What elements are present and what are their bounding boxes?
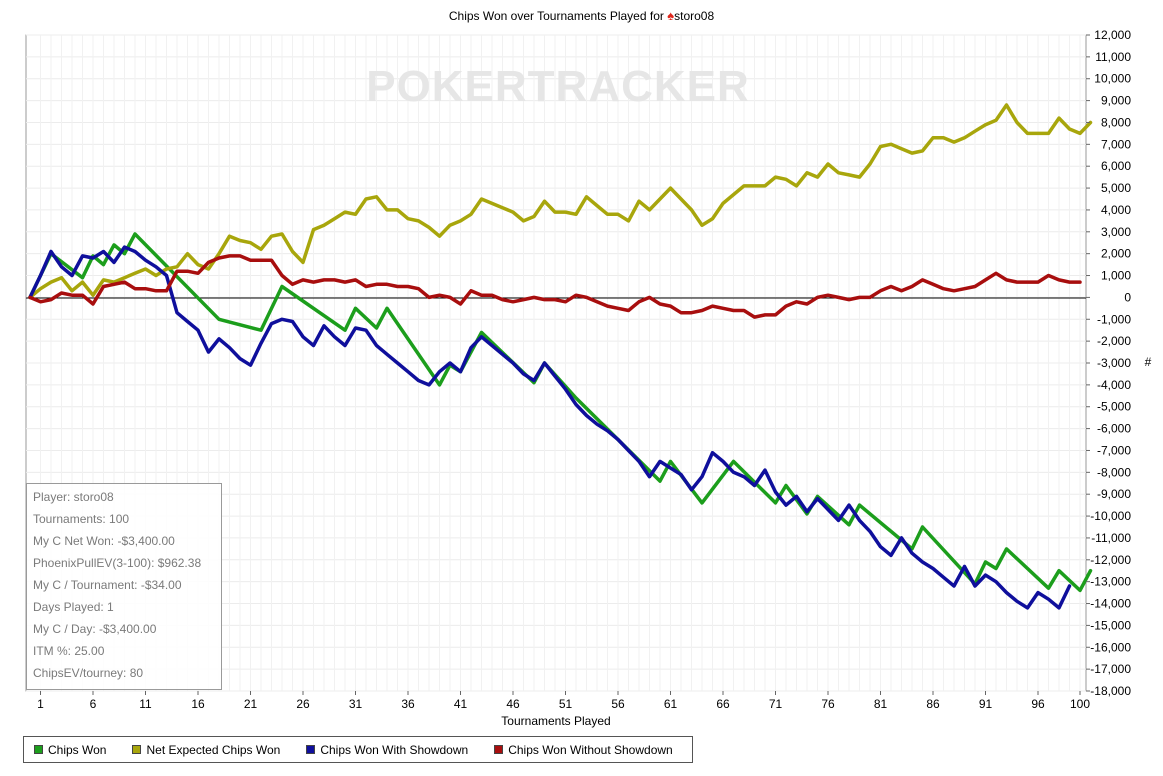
- y-tick-label: 10,000: [1094, 72, 1131, 86]
- y-tick-label: -3,000: [1097, 356, 1131, 370]
- y-tick-label: -2,000: [1097, 334, 1131, 348]
- y-tick-label: -7,000: [1097, 443, 1131, 457]
- series-line-net-expected-chips-won: [28, 103, 1093, 300]
- stats-row: PhoenixPullEV(3-100): $962.38: [33, 556, 202, 570]
- y-tick-label: -18,000: [1090, 684, 1131, 698]
- legend-label: Chips Won With Showdown: [320, 742, 469, 757]
- y-tick-label: -10,000: [1090, 509, 1131, 523]
- y-tick-label: 4,000: [1101, 203, 1131, 217]
- stats-row: ITM %: 25.00: [33, 644, 105, 658]
- x-tick-label: 16: [191, 697, 205, 711]
- y-tick-label: 7,000: [1101, 137, 1131, 151]
- y-tick-label: -4,000: [1097, 378, 1131, 392]
- x-tick-label: 86: [926, 697, 940, 711]
- y-tick-label: -12,000: [1090, 553, 1131, 567]
- y-tick-label: 9,000: [1101, 94, 1131, 108]
- y-tick-label: -11,000: [1091, 531, 1131, 545]
- y-tick-label: 1,000: [1101, 269, 1131, 283]
- y-tick-label: 8,000: [1101, 115, 1131, 129]
- x-tick-label: 1: [37, 697, 44, 711]
- watermark-logo: POKERTRACKER: [366, 62, 750, 111]
- legend-label: Net Expected Chips Won: [146, 742, 281, 757]
- player-stats-box: Player: storo08 Tournaments: 100 My C Net …: [26, 483, 222, 690]
- x-tick-label: 96: [1031, 697, 1045, 711]
- y-tick-label: -13,000: [1090, 575, 1131, 589]
- legend-swatch: [494, 745, 504, 754]
- y-tick-label: -5,000: [1097, 400, 1131, 414]
- stats-row: My C Net Won: -$3,400.00: [33, 534, 175, 548]
- legend-item[interactable]: Chips Won With Showdown: [306, 743, 468, 757]
- y-axis: 12,000 11,000 10,000 9,000 8,000 7,000 6,000 5,…: [1086, 28, 1131, 698]
- y-tick-label: -1,000: [1097, 312, 1131, 326]
- y-tick-label: -15,000: [1090, 618, 1131, 632]
- x-axis: 1 6 11 16 21 26 31 36 41 46 51 56 61 66 71 76 81 86 91 96 10…: [37, 691, 1090, 711]
- y-tick-label: 3,000: [1101, 225, 1131, 239]
- stats-row: Days Played: 1: [33, 600, 114, 614]
- series-lines: [28, 103, 1093, 610]
- x-tick-label: 46: [506, 697, 520, 711]
- x-tick-label: 36: [401, 697, 415, 711]
- series-line-chips-won-without-showdown: [28, 254, 1082, 319]
- y-tick-label: -6,000: [1097, 422, 1131, 436]
- chart-title-player: storo08: [674, 9, 715, 23]
- chart-legend: Chips Won Net Expected Chips Won Chips Won…: [23, 736, 693, 763]
- x-tick-label: 56: [611, 697, 625, 711]
- x-tick-label: 31: [349, 697, 363, 711]
- stats-row: My C / Day: -$3,400.00: [33, 622, 157, 636]
- legend-swatch: [34, 745, 43, 754]
- legend-item[interactable]: Chips Won Without Showdown: [494, 743, 673, 757]
- chart-title-text: Chips Won over Tournaments Played for: [448, 9, 664, 23]
- chart-title: Chips Won over Tournaments Played for ♠s…: [0, 8, 1163, 23]
- y-tick-label: -16,000: [1090, 640, 1131, 654]
- x-tick-label: 41: [454, 697, 468, 711]
- x-tick-label: 11: [139, 697, 152, 711]
- y-tick-label: 2,000: [1101, 247, 1131, 261]
- x-tick-label: 26: [296, 697, 310, 711]
- y-tick-label: 5,000: [1101, 181, 1131, 195]
- legend-item[interactable]: Chips Won: [34, 743, 106, 757]
- legend-label: Chips Won: [48, 742, 107, 757]
- y-tick-label: 12,000: [1094, 28, 1131, 42]
- y-tick-label: -17,000: [1090, 662, 1131, 676]
- series-line-chips-won-with-showdown: [28, 245, 1072, 610]
- y-tick-label: -9,000: [1097, 487, 1131, 501]
- x-tick-label: 51: [559, 697, 573, 711]
- y-axis-label: #: [1145, 355, 1152, 369]
- legend-swatch: [306, 745, 316, 754]
- y-tick-label: 6,000: [1101, 159, 1131, 173]
- x-tick-label: 81: [874, 697, 888, 711]
- legend-label: Chips Won Without Showdown: [508, 742, 673, 757]
- stats-row: ChipsEV/tourney: 80: [33, 666, 144, 680]
- x-tick-label: 100: [1070, 697, 1090, 711]
- legend-swatch: [132, 745, 142, 754]
- y-tick-label: -8,000: [1097, 465, 1131, 479]
- y-tick-label: 11,000: [1095, 50, 1131, 64]
- x-tick-label: 61: [664, 697, 678, 711]
- x-tick-label: 76: [821, 697, 835, 711]
- x-axis-label: Tournaments Played: [501, 714, 610, 728]
- x-tick-label: 21: [244, 697, 258, 711]
- x-tick-label: 6: [90, 697, 97, 711]
- spade-icon: ♠: [667, 8, 675, 23]
- stats-row: My C / Tournament: -$34.00: [33, 578, 182, 592]
- y-tick-label: 0: [1124, 290, 1131, 304]
- stats-row: Tournaments: 100: [33, 512, 130, 526]
- y-tick-label: -14,000: [1090, 597, 1131, 611]
- x-tick-label: 66: [716, 697, 730, 711]
- x-tick-label: 71: [769, 697, 783, 711]
- legend-item[interactable]: Net Expected Chips Won: [132, 743, 280, 757]
- x-tick-label: 91: [979, 697, 993, 711]
- stats-row: Player: storo08: [33, 490, 114, 504]
